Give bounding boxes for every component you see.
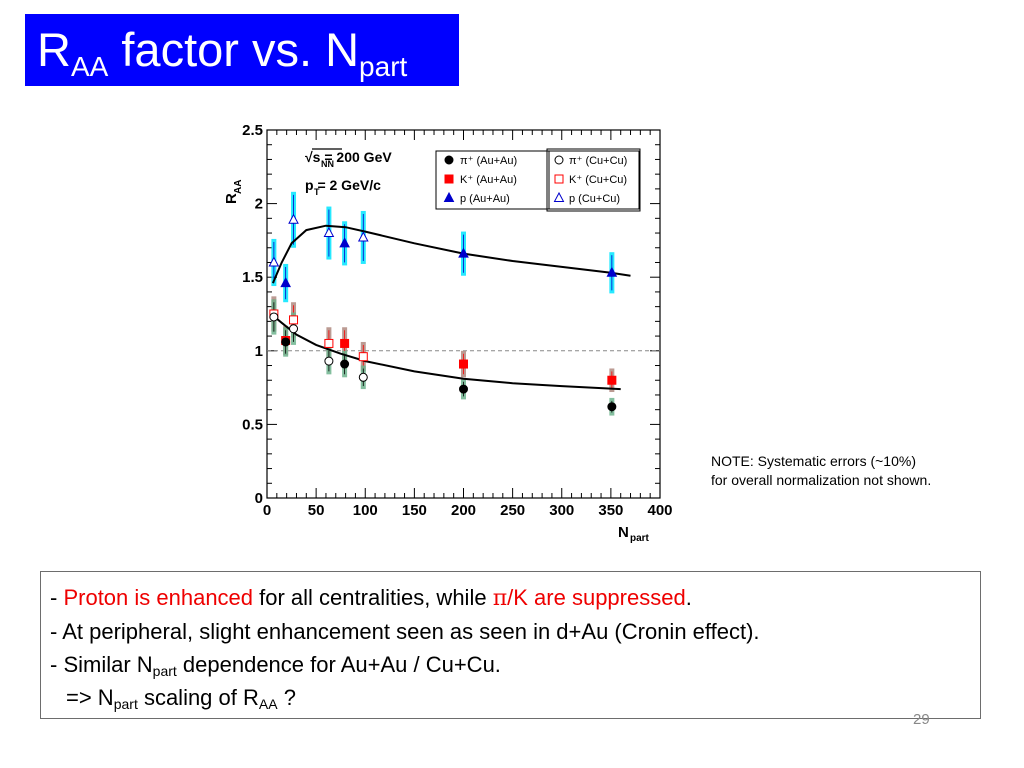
pi_cu-point — [358, 372, 368, 382]
p_cu-legend-marker — [553, 191, 565, 202]
p_au-point — [339, 237, 350, 248]
note-line-1: NOTE: Systematic errors (~10%) — [711, 453, 916, 469]
x-axis-title-sub: part — [630, 533, 650, 544]
pi_cu-point — [269, 312, 279, 322]
legend-box-left — [435, 150, 551, 210]
pi_au-point — [340, 359, 350, 369]
p_au-point — [458, 247, 469, 258]
k_au-point — [459, 359, 468, 369]
page-number: 29 — [913, 711, 930, 728]
bullet-4: => Npart scaling of RAA ? — [66, 685, 296, 712]
pi_au-legend-label: π⁺ (Au+Au) — [460, 155, 517, 167]
pi_cu-legend-marker — [554, 155, 564, 165]
k_cu-legend-label: K⁺ (Cu+Cu) — [569, 174, 627, 186]
p_cu-point — [357, 231, 369, 242]
x-tick-label: 150 — [402, 502, 427, 519]
pi_au-point — [281, 337, 291, 347]
k_au-point — [607, 375, 617, 385]
k_au-legend-marker — [444, 174, 454, 184]
k_cu-point — [324, 338, 334, 348]
x-tick-label: 200 — [451, 502, 476, 519]
x-tick-label: 100 — [353, 502, 378, 519]
p_cu-point — [288, 213, 299, 224]
p_au-legend-label: p (Au+Au) — [460, 193, 510, 205]
x-tick-label: 250 — [500, 502, 525, 519]
p_au-point — [280, 277, 291, 288]
y-tick-label: 0 — [255, 490, 263, 507]
raa-chart: 0 50 100 150 200 250 300 350 400 0 0.5 1 1.5 2 2.5 √s … — [223, 122, 673, 544]
title-box: RAA factor vs. Npart — [25, 14, 459, 86]
k_au-point — [340, 338, 350, 348]
pi_au-point — [459, 384, 468, 394]
y-tick-label: 0.5 — [242, 416, 263, 433]
y-axis-title-sub: AA — [233, 180, 244, 194]
x-tick-label: 50 — [308, 502, 325, 519]
legend-box-right — [546, 148, 641, 212]
pi_cu-legend-label: π⁺ (Cu+Cu) — [569, 155, 627, 167]
k_cu-point — [289, 315, 299, 325]
x-tick-label: 350 — [598, 502, 623, 519]
bullet-box: - Proton is enhanced for all centralitie… — [40, 571, 981, 719]
energy-annotation: √s = 200 GeV — [305, 149, 392, 165]
note: NOTE: Systematic errors (~10%) for overa… — [711, 452, 931, 490]
y-tick-label: 1.5 — [242, 269, 263, 286]
x-tick-label: 400 — [647, 502, 672, 519]
x-tick-label: 300 — [549, 502, 574, 519]
pi_cu-point — [289, 324, 299, 334]
bullet-2: - At peripheral, slight enhancement seen… — [50, 619, 760, 644]
y-tick-label: 2 — [255, 196, 263, 213]
bullet-3: - Similar Npart dependence for Au+Au / C… — [50, 652, 501, 679]
p_cu-legend-label: p (Cu+Cu) — [569, 193, 620, 205]
pi_au-point — [607, 402, 617, 412]
k_cu-legend-marker — [554, 174, 564, 184]
energy-annotation-sub: NN — [321, 159, 334, 169]
bullet-1: - Proton is enhanced for all centralitie… — [50, 585, 692, 611]
p_cu-point — [323, 226, 335, 238]
x-tick-label: 0 — [263, 502, 271, 519]
k_cu-point — [358, 352, 368, 362]
pi_au-legend-marker — [444, 155, 454, 165]
proton_fit-curve — [271, 224, 631, 284]
note-line-2: for overall normalization not shown. — [711, 472, 932, 488]
y-tick-label: 2.5 — [242, 122, 263, 139]
pt-annotation: p = 2 GeV/c — [305, 177, 381, 193]
y-tick-label: 1 — [255, 343, 263, 360]
p_cu-point — [268, 256, 280, 267]
pi_cu-point — [324, 356, 334, 366]
pt-annotation-sub: T — [314, 187, 320, 197]
slide-title: RAA factor vs. Npart — [37, 23, 408, 82]
k_au-legend-label: K⁺ (Au+Au) — [460, 174, 517, 186]
x-axis-title: N — [618, 524, 629, 541]
p_au-point — [606, 266, 618, 277]
y-axis-title: R — [223, 193, 240, 204]
p_au-legend-marker — [443, 191, 455, 202]
